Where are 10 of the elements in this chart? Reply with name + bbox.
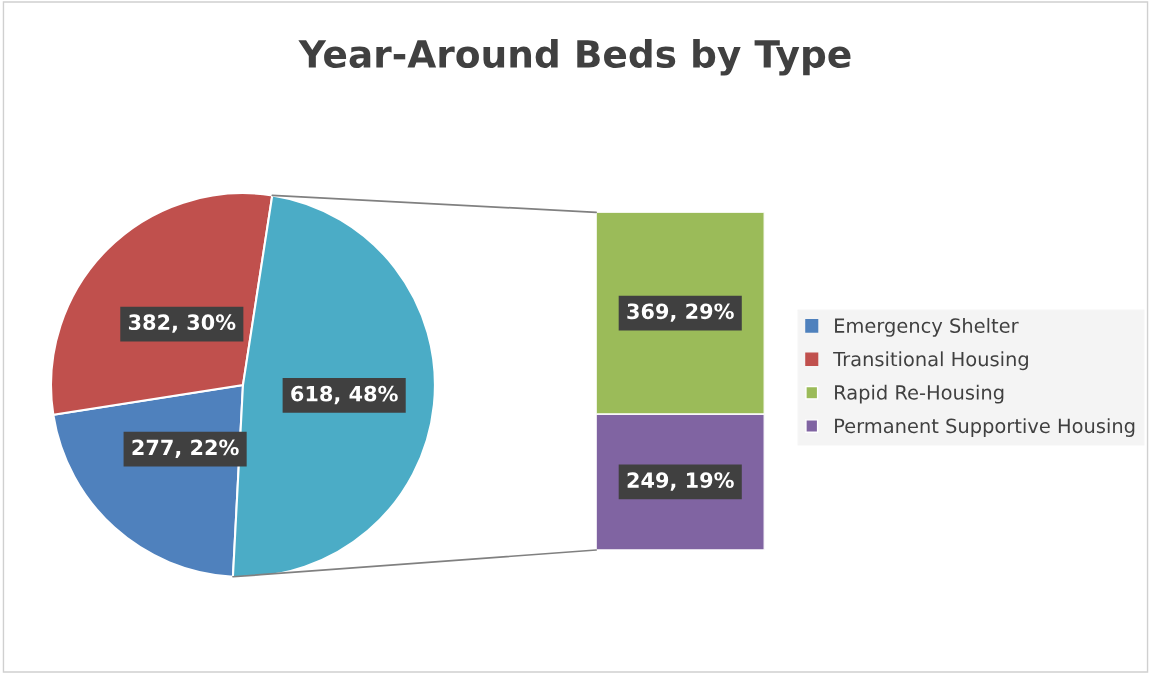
data-label: 249, 19% xyxy=(627,472,734,491)
legend-label: Emergency Shelter xyxy=(835,317,1019,337)
legend-label: Transitional Housing xyxy=(833,351,1028,371)
data-label: 369, 29% xyxy=(627,303,734,322)
legend-label: Permanent Supportive Housing xyxy=(835,418,1135,437)
data-label: 618, 48% xyxy=(291,385,398,405)
data-label: 277, 22% xyxy=(132,439,239,458)
data-label: 382, 30% xyxy=(128,314,236,333)
legend-label: Rapid Re-Housing xyxy=(835,384,1004,404)
chart-title: Year-Around Beds by Type xyxy=(298,39,851,76)
